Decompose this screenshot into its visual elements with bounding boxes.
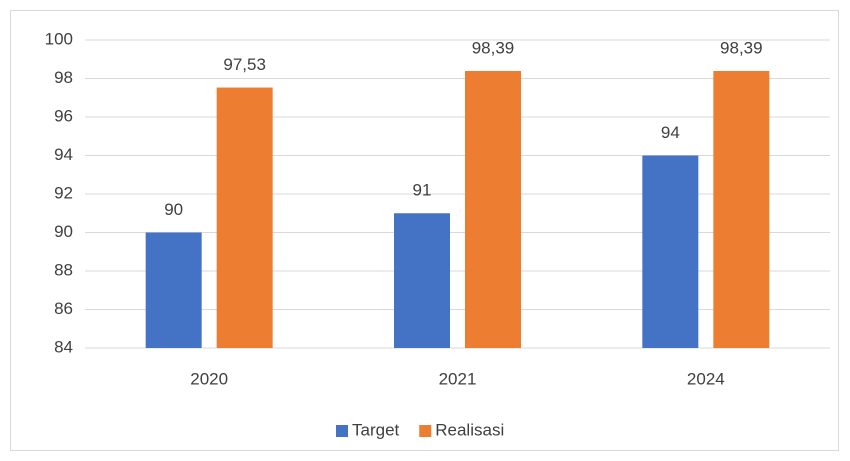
bar — [642, 155, 699, 348]
bar — [216, 87, 273, 349]
y-tick-label: 90 — [54, 222, 73, 241]
data-label: 98,39 — [720, 38, 763, 57]
y-tick-label: 86 — [54, 299, 73, 318]
x-tick-label: 2020 — [190, 369, 228, 388]
bar — [145, 232, 202, 348]
legend-label: Realisasi — [435, 420, 504, 439]
data-label: 94 — [661, 123, 680, 142]
y-tick-label: 100 — [45, 29, 73, 48]
data-label: 97,53 — [223, 55, 266, 74]
data-label: 90 — [164, 200, 183, 219]
y-tick-label: 94 — [54, 145, 73, 164]
bar — [394, 213, 450, 348]
legend-label: Target — [352, 420, 400, 439]
legend-swatch — [419, 425, 432, 437]
y-tick-label: 92 — [54, 183, 73, 202]
y-tick-label: 96 — [54, 106, 73, 125]
legend-swatch — [336, 425, 348, 437]
data-label: 91 — [413, 181, 432, 200]
y-tick-label: 84 — [54, 337, 73, 356]
y-tick-label: 88 — [54, 260, 73, 279]
bar — [465, 70, 521, 349]
y-tick-label: 98 — [54, 68, 73, 87]
x-tick-label: 2024 — [687, 369, 725, 388]
data-label: 98,39 — [472, 38, 515, 57]
bar — [713, 70, 770, 349]
x-tick-label: 2021 — [439, 369, 477, 388]
